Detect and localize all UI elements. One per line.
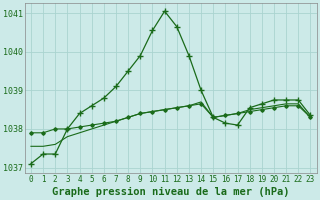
X-axis label: Graphe pression niveau de la mer (hPa): Graphe pression niveau de la mer (hPa) [52,186,290,197]
